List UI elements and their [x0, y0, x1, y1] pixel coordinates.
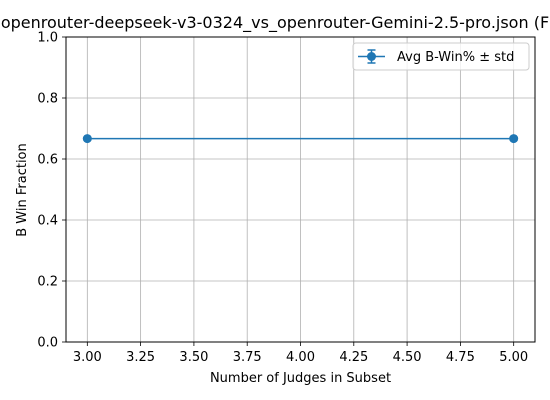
- grid: [66, 37, 535, 342]
- y-axis-label: B Win Fraction: [15, 143, 30, 237]
- y-axis-ticks: 0.0 0.2 0.4 0.6 0.8 1.0: [37, 31, 66, 351]
- x-axis-ticks: 3.00 3.25 3.50 3.75 4.00 4.25 4.50 4.75 5.00: [73, 342, 528, 365]
- y-tick-label: 0.2: [37, 275, 58, 290]
- x-tick-label: 4.00: [286, 350, 315, 365]
- x-axis-label: Number of Judges in Subset: [210, 371, 391, 386]
- y-tick-label: 0.8: [37, 92, 58, 107]
- x-tick-label: 5.00: [499, 350, 528, 365]
- y-tick-label: 0.4: [37, 214, 58, 229]
- y-tick-label: 1.0: [37, 31, 58, 46]
- x-tick-label: 3.25: [126, 350, 155, 365]
- legend: Avg B-Win% ± std: [353, 43, 529, 70]
- x-tick-label: 3.75: [233, 350, 262, 365]
- x-tick-label: 3.50: [179, 350, 208, 365]
- x-tick-label: 4.25: [339, 350, 368, 365]
- legend-marker: [367, 52, 376, 61]
- legend-label: Avg B-Win% ± std: [397, 50, 514, 65]
- data-point: [509, 134, 518, 143]
- y-tick-label: 0.0: [37, 336, 58, 351]
- x-tick-label: 4.75: [446, 350, 475, 365]
- chart-title: openrouter-deepseek-v3-0324_vs_openroute…: [1, 13, 549, 33]
- data-point: [83, 134, 92, 143]
- x-tick-label: 4.50: [393, 350, 422, 365]
- x-tick-label: 3.00: [73, 350, 102, 365]
- y-tick-label: 0.6: [37, 153, 58, 168]
